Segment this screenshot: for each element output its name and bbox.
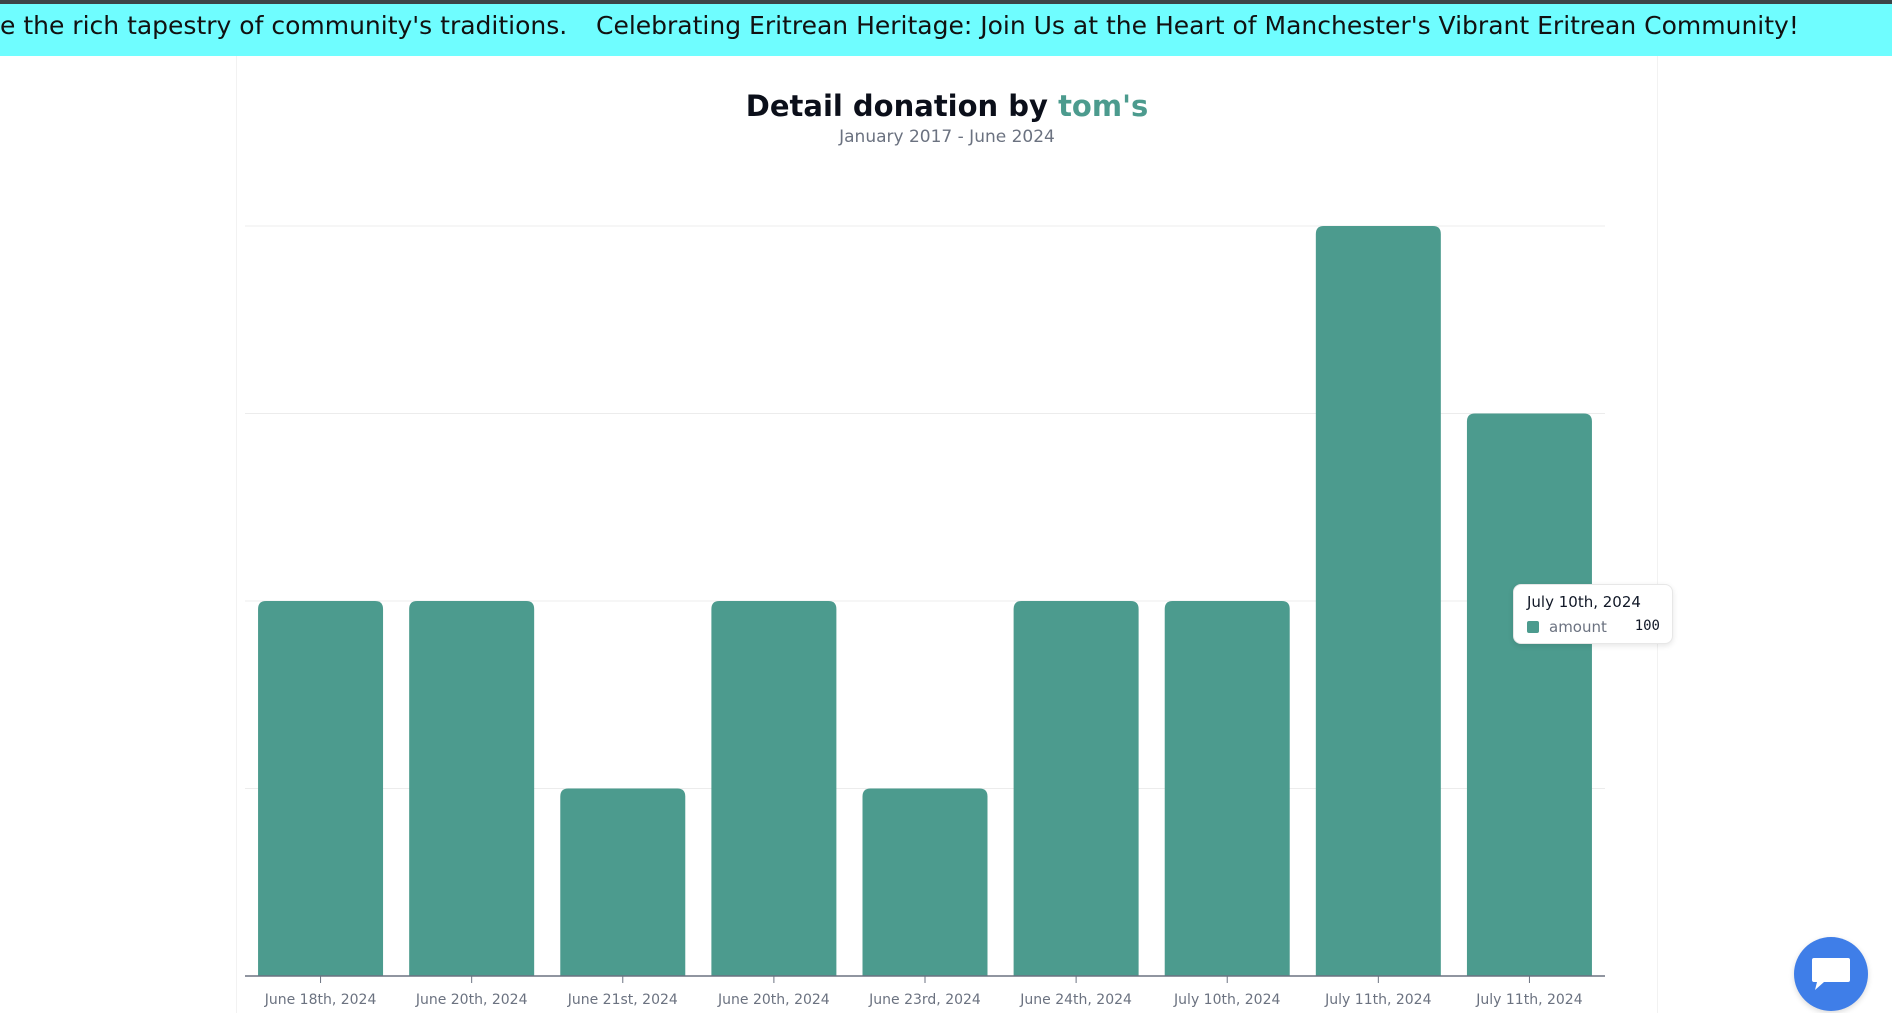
tooltip-value: 100 — [1634, 618, 1660, 634]
x-tick-label: June 24th, 2024 — [1019, 992, 1132, 1008]
marquee-headline: Celebrating Eritrean Heritage: Join Us a… — [596, 11, 1799, 40]
donation-bar-chart: June 18th, 2024 June 20th, 2024 June 21st,… — [245, 225, 1605, 1008]
x-tick-label: June 20th, 2024 — [717, 992, 830, 1008]
bar-7[interactable] — [1164, 601, 1290, 976]
bar-3[interactable] — [560, 788, 686, 977]
bar-4[interactable] — [711, 601, 837, 976]
x-tick-label: June 20th, 2024 — [415, 992, 528, 1008]
chart-card: Detail donation by tom's January 2017 - … — [236, 56, 1673, 1013]
chat-button[interactable] — [1794, 937, 1868, 1011]
chart-subtitle: January 2017 - June 2024 — [839, 127, 1055, 147]
chart-tooltip: July 10th, 2024 amount 100 — [1513, 584, 1673, 644]
marquee-text-fragment: e the rich tapestry of community's tradi… — [0, 11, 568, 40]
x-tick-label: June 21st, 2024 — [567, 992, 678, 1008]
chart-title: Detail donation by tom's — [237, 86, 1657, 126]
bar-6[interactable] — [1013, 601, 1139, 976]
tooltip-title: July 10th, 2024 — [1527, 593, 1641, 611]
chart-title-donor: tom's — [1058, 89, 1149, 123]
x-tick-label: July 10th, 2024 — [1173, 992, 1280, 1008]
bar-1[interactable] — [258, 601, 384, 976]
bar-2[interactable] — [409, 601, 535, 976]
x-tick-label: July 11th, 2024 — [1475, 992, 1582, 1008]
bar-9[interactable] — [1466, 413, 1592, 977]
announcement-marquee: e the rich tapestry of community's tradi… — [0, 4, 1892, 56]
chart-title-prefix: Detail donation by — [745, 89, 1048, 123]
x-tick-label: June 18th, 2024 — [264, 992, 377, 1008]
chat-bubble-icon — [1812, 958, 1850, 990]
bar-8[interactable] — [1315, 226, 1441, 976]
tooltip-series-swatch — [1527, 621, 1539, 633]
x-tick-label: July 11th, 2024 — [1324, 992, 1431, 1008]
x-tick-label: June 23rd, 2024 — [868, 992, 981, 1008]
top-border — [0, 0, 1892, 4]
tooltip-series-label: amount — [1549, 618, 1607, 636]
bar-5[interactable] — [862, 788, 988, 977]
